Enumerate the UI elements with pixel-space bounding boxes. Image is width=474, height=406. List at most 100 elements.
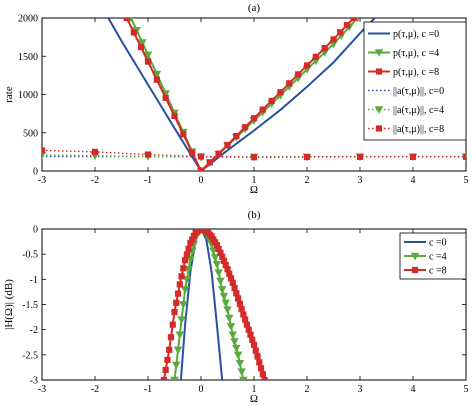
series-line-3 — [125, 18, 355, 171]
series-point-3 — [250, 115, 258, 122]
series-marker-3 — [252, 347, 259, 354]
x-tick-label: 4 — [411, 175, 416, 186]
series-point-3 — [171, 112, 178, 120]
x-tick-label: 0 — [199, 384, 204, 395]
series-marker-3 — [162, 366, 169, 374]
series-marker-2 — [172, 361, 181, 370]
series-marker-2 — [209, 247, 218, 256]
series-marker-3 — [343, 22, 351, 29]
y-tick-label: 2000 — [18, 14, 38, 25]
series-point-3 — [303, 62, 311, 69]
series-point-3 — [182, 257, 189, 264]
series-marker-3 — [185, 245, 192, 252]
series-marker-3 — [173, 299, 180, 306]
series-marker-3 — [130, 29, 137, 36]
y-tick-label: 0 — [33, 167, 38, 178]
y-tick-label: -2 — [30, 325, 38, 336]
x-tick-label: 5 — [464, 175, 469, 186]
x-tick-label: 2 — [305, 175, 310, 186]
series-point-3 — [277, 89, 284, 96]
series-marker-3 — [337, 29, 344, 36]
series-point-6 — [250, 154, 258, 161]
series-point-2 — [228, 331, 238, 340]
series-marker-2 — [237, 368, 246, 377]
series-marker-3 — [174, 290, 182, 297]
series-point-3 — [245, 326, 252, 333]
series-point-3 — [250, 341, 258, 348]
series-point-3 — [171, 308, 178, 316]
y-tick-label: 500 — [23, 128, 38, 139]
series-marker-2 — [219, 292, 229, 301]
y-axis-label: |H(Ω)| (dB) — [3, 279, 15, 330]
series-marker-3 — [233, 132, 240, 140]
series-marker-3 — [286, 80, 293, 87]
series-marker-2 — [179, 301, 188, 309]
legend: p(τ,μ), c =0 p(τ,μ), c =4 p(τ,μ), c =8 ||a(… — [363, 21, 467, 141]
series-point-2 — [175, 331, 185, 340]
series-point-3 — [256, 359, 263, 366]
y-tick-label: 1000 — [18, 90, 38, 101]
series-point-6 — [356, 153, 364, 160]
legend-marker-6 — [375, 125, 383, 132]
legend-entry-2: p(τ,μ), c =4 — [393, 48, 439, 59]
series-point-2 — [223, 306, 232, 314]
series-point-2 — [217, 286, 227, 294]
y-tick-label: 0 — [33, 225, 38, 236]
series-marker-3 — [206, 159, 213, 166]
series-marker-3 — [254, 353, 261, 360]
series-marker-2 — [138, 39, 147, 47]
series-marker-3 — [247, 331, 254, 338]
x-tick-label: 1 — [252, 384, 257, 395]
series-point-6 — [462, 153, 466, 160]
series-marker-3 — [268, 97, 275, 104]
chart-title: (a) — [248, 2, 261, 14]
series-marker-3 — [167, 334, 175, 341]
series-point-3 — [176, 281, 183, 288]
x-tick-label: 5 — [464, 384, 469, 395]
x-tick-label: -1 — [144, 175, 152, 186]
series-marker-2 — [225, 314, 234, 323]
series-marker-2 — [177, 316, 186, 325]
series-marker-3 — [249, 336, 256, 343]
x-tick-label: -3 — [38, 175, 46, 186]
series-marker-3 — [215, 150, 222, 157]
series-point-3 — [160, 376, 168, 380]
y-tick-label: -1.5 — [22, 300, 38, 311]
series-marker-3 — [257, 365, 265, 372]
series-marker-3 — [233, 290, 240, 297]
series-point-3 — [224, 141, 231, 149]
series-point-3 — [350, 18, 357, 22]
series-point-6 — [91, 148, 99, 155]
series-marker-2 — [173, 346, 183, 355]
series-marker-2 — [182, 276, 192, 284]
series-line-1 — [179, 229, 224, 380]
x-tick-label: -2 — [91, 175, 99, 186]
x-tick-label: 3 — [358, 175, 363, 186]
series-marker-3 — [180, 265, 187, 272]
series-marker-3 — [169, 321, 176, 328]
legend: c =0 c =4 c =8 — [399, 232, 467, 280]
series-point-2 — [239, 376, 248, 380]
y-tick-label: 1500 — [18, 52, 38, 63]
series-point-3 — [144, 58, 152, 65]
x-axis-label: Ω — [250, 184, 258, 196]
x-tick-label: -1 — [144, 384, 152, 395]
series-point-3 — [166, 346, 173, 353]
legend-marker-2 — [410, 252, 420, 261]
series-point-6 — [409, 153, 417, 160]
series-marker-2 — [210, 254, 220, 262]
series-point-3 — [229, 279, 236, 286]
series-point-5 — [42, 151, 47, 160]
series-point-3 — [330, 36, 337, 43]
series-line-2 — [130, 18, 359, 171]
series-point-2 — [212, 261, 222, 269]
series-point-3 — [197, 167, 205, 171]
x-tick-label: 2 — [305, 384, 310, 395]
series-point-2 — [170, 376, 179, 380]
series-marker-3 — [231, 284, 238, 292]
y-tick-label: -3 — [30, 376, 38, 387]
series-marker-3 — [153, 76, 160, 83]
x-tick-label: 4 — [411, 384, 416, 395]
y-tick-label: -1 — [30, 275, 38, 286]
